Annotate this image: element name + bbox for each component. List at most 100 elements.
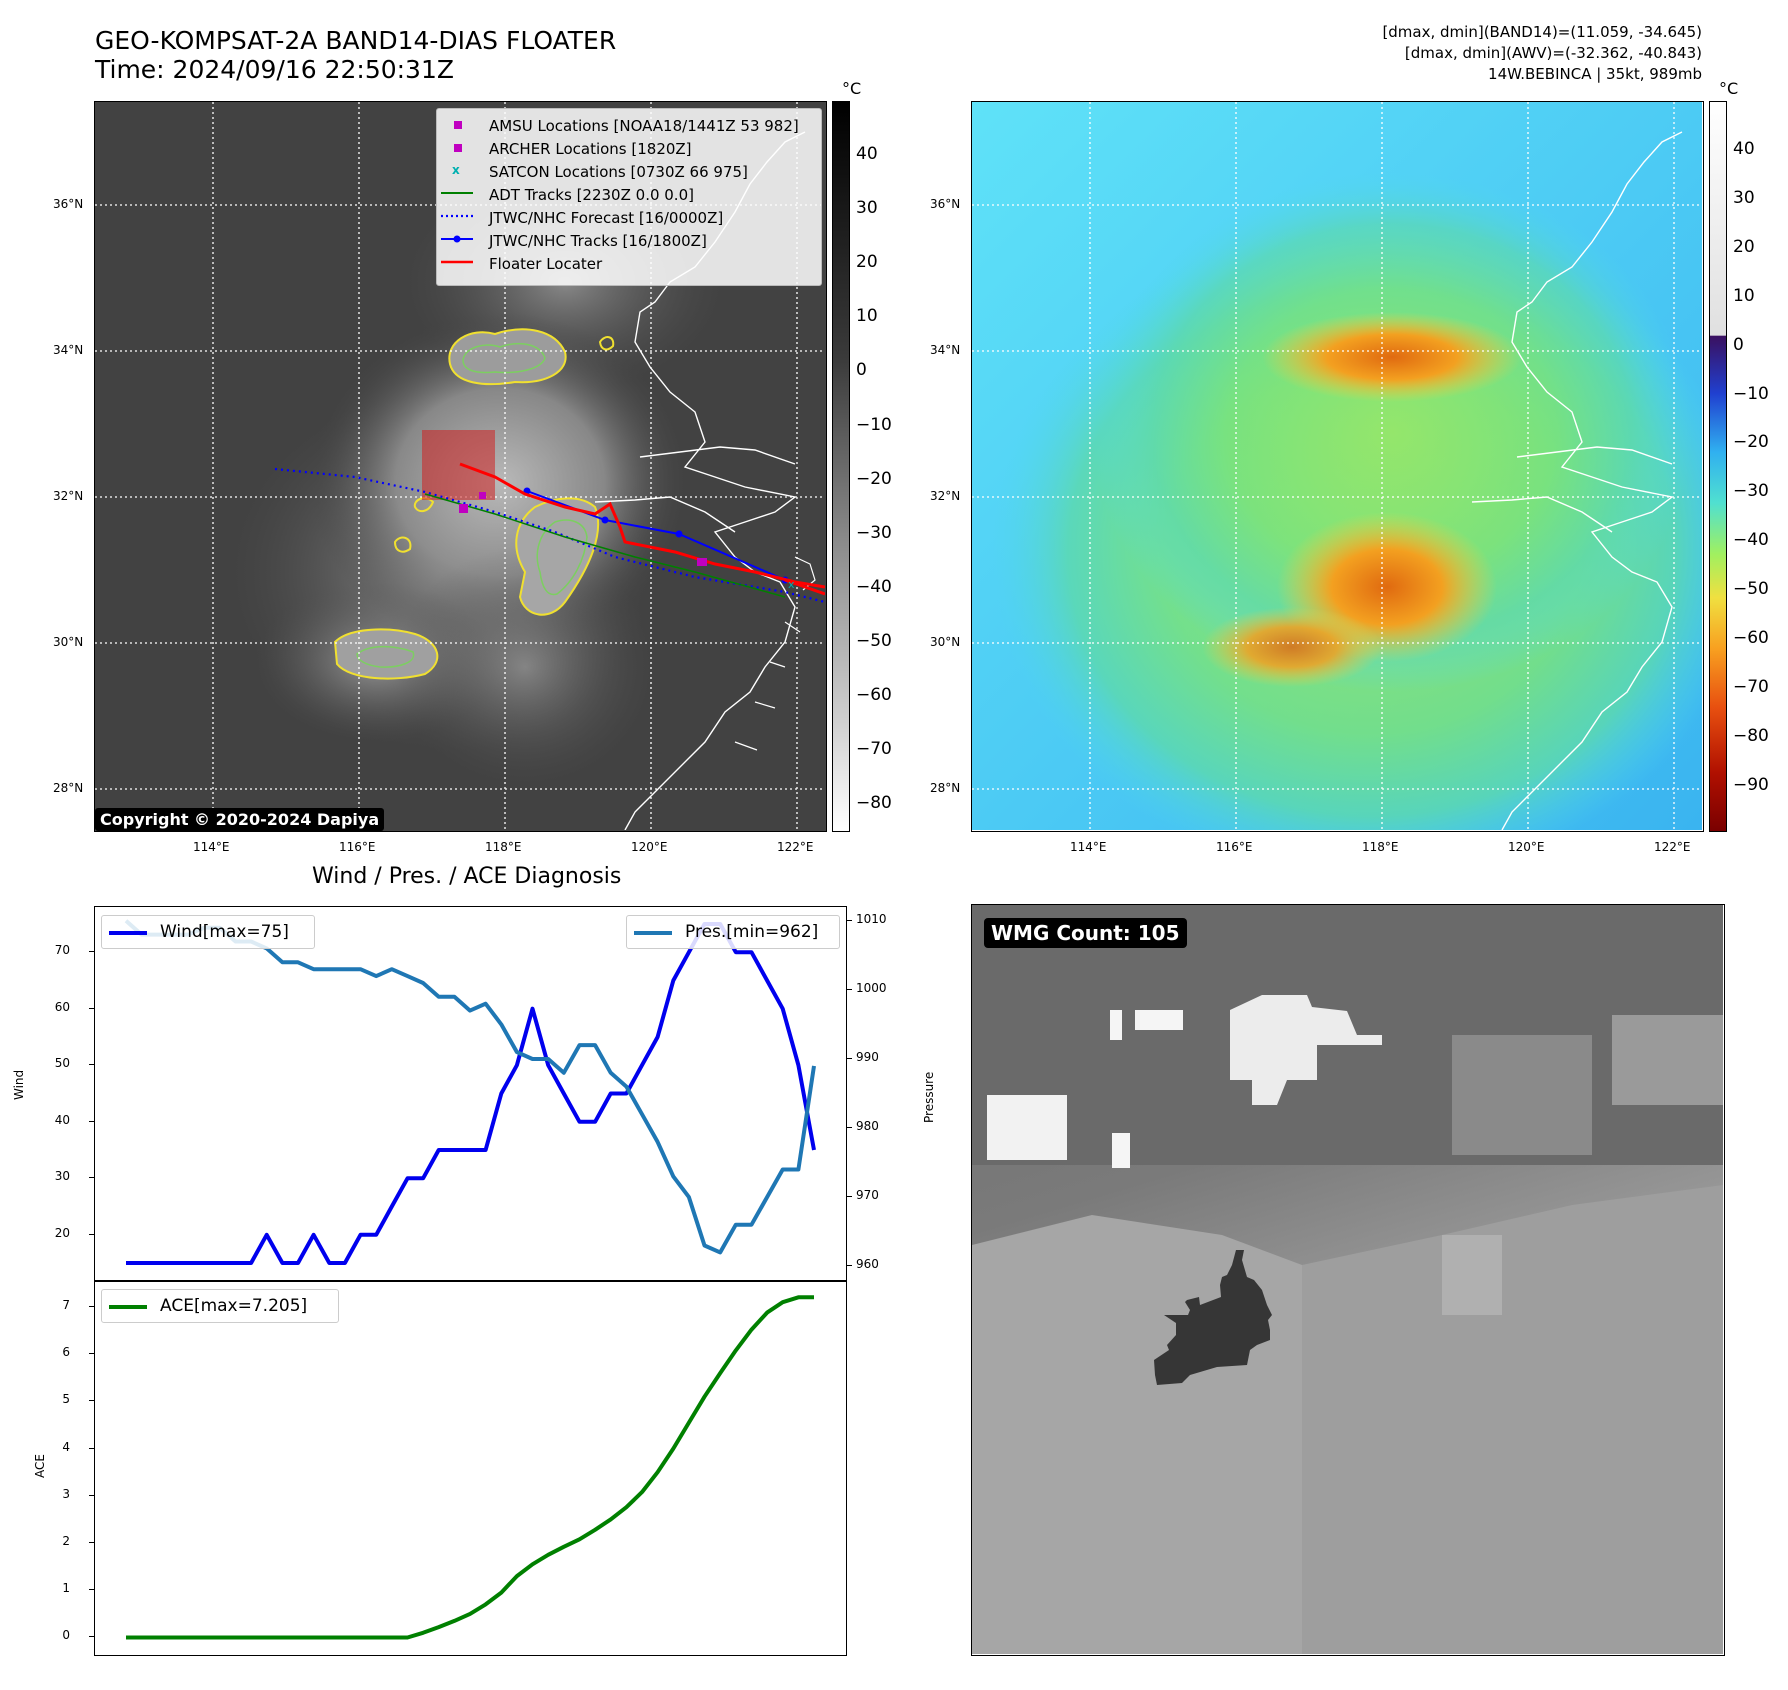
awv-lon-label-118: 118°E xyxy=(1362,840,1399,854)
ace-tick-mark xyxy=(89,1400,94,1402)
ace-tick-label: 2 xyxy=(62,1534,70,1549)
copyright-label: Copyright © 2020-2024 Dapiya xyxy=(95,808,385,831)
wind-tick-label: 20 xyxy=(54,1225,70,1240)
ace-tick-label: 4 xyxy=(62,1439,70,1454)
legend-amsu: AMSU Locations [NOAA18/1441Z 53 982] xyxy=(489,117,799,135)
awv-colorbar xyxy=(1709,101,1727,832)
pres-ylabel: Pressure xyxy=(922,1071,936,1123)
band14-colorbar xyxy=(832,101,850,832)
awv-lat-label-36: 36°N xyxy=(930,197,961,211)
awv-colorbar-tick-label: −20 xyxy=(1733,432,1769,453)
ace-tick-mark xyxy=(89,1353,94,1355)
band14-colorbar-tick-label: 0 xyxy=(856,360,867,381)
awv-lat-label-30: 30°N xyxy=(930,635,961,649)
wind-tick-label: 60 xyxy=(54,999,70,1014)
awv-colorbar-tick-label: −80 xyxy=(1733,725,1769,746)
ace-legend: ACE[max=7.205] xyxy=(101,1289,339,1323)
awv-lon-label-114: 114°E xyxy=(1070,840,1107,854)
band14-colorbar-tick-label: 20 xyxy=(856,252,878,273)
pres-series-line xyxy=(124,919,816,1255)
lat-label-36: 36°N xyxy=(53,197,84,211)
pres-tick-label: 970 xyxy=(856,1188,879,1203)
pres-tick-label: 980 xyxy=(856,1119,879,1134)
ace-tick-mark xyxy=(89,1589,94,1591)
ace-series-line xyxy=(126,1295,814,1640)
awv-colorbar-tick-label: 0 xyxy=(1733,334,1744,355)
wind-tick-mark xyxy=(89,1064,94,1066)
awv-colorbar-tick-label: −70 xyxy=(1733,676,1769,697)
pres-tick-mark xyxy=(847,988,852,990)
wind-tick-label: 40 xyxy=(54,1112,70,1127)
wind-tick-mark xyxy=(89,1120,94,1122)
ace-legend-label: ACE[max=7.205] xyxy=(160,1296,308,1316)
pres-tick-mark xyxy=(847,1057,852,1059)
lon-label-120: 120°E xyxy=(631,840,668,854)
band14-map-panel: x x AMSU Locations [NOAA18/1441Z 53 982]… xyxy=(94,101,827,832)
awv-lat-label-32: 32°N xyxy=(930,489,961,503)
archer-marker xyxy=(454,144,462,152)
awv-lon-label-122: 122°E xyxy=(1654,840,1691,854)
awv-colorbar-unit: °C xyxy=(1719,79,1739,98)
band14-colorbar-tick-label: −70 xyxy=(856,739,892,760)
ace-tick-label: 1 xyxy=(62,1581,70,1596)
legend-floater: Floater Locater xyxy=(489,255,603,273)
awv-colorbar-tick-label: −50 xyxy=(1733,579,1769,600)
awv-colorbar-tick-label: 10 xyxy=(1733,285,1755,306)
wind-pres-panel: Wind[max=75] Pres.[min=962] xyxy=(94,906,847,1282)
svg-text:x: x xyxy=(788,578,795,591)
pres-tick-mark xyxy=(847,1196,852,1198)
satcon-marker: x xyxy=(452,163,460,177)
pres-tick-mark xyxy=(847,1265,852,1267)
awv-colorbar-tick-label: −60 xyxy=(1733,628,1769,648)
lon-label-116: 116°E xyxy=(339,840,376,854)
wind-ylabel: Wind xyxy=(12,1069,26,1100)
wind-tick-mark xyxy=(89,1177,94,1179)
awv-colorbar-tick-label: 40 xyxy=(1733,139,1755,159)
wind-tick-label: 30 xyxy=(54,1169,70,1184)
ace-panel: ACE[max=7.205] xyxy=(94,1280,847,1656)
lat-label-34: 34°N xyxy=(53,343,84,357)
ace-tick-label: 5 xyxy=(62,1392,70,1407)
wind-legend-line xyxy=(109,931,147,935)
map-legend: x AMSU Locations [NOAA18/1441Z 53 982] A… xyxy=(436,108,822,286)
wind-legend-label: Wind[max=75] xyxy=(160,922,289,942)
legend-archer: ARCHER Locations [1820Z] xyxy=(489,140,692,158)
ace-tick-mark xyxy=(89,1494,94,1496)
lat-label-32: 32°N xyxy=(53,489,84,503)
wind-tick-label: 70 xyxy=(54,943,70,958)
diagnosis-title: Wind / Pres. / ACE Diagnosis xyxy=(312,864,622,889)
ace-tick-mark xyxy=(89,1305,94,1307)
band14-colorbar-tick-label: −60 xyxy=(856,685,892,705)
dmax-band14-info: [dmax, dmin](BAND14)=(11.059, -34.645) xyxy=(1382,23,1702,41)
band14-colorbar-tick-label: −30 xyxy=(856,522,892,543)
band14-colorbar-tick-label: −40 xyxy=(856,576,892,597)
pres-tick-label: 1010 xyxy=(856,911,887,926)
amsu-marker xyxy=(454,121,462,129)
awv-colorbar-tick-label: −10 xyxy=(1733,383,1769,404)
awv-colorbar-tick-label: −90 xyxy=(1733,774,1769,795)
ace-ylabel: ACE xyxy=(33,1454,47,1478)
tracks-dot xyxy=(453,235,461,243)
pres-tick-mark xyxy=(847,919,852,921)
wind-tick-mark xyxy=(89,951,94,953)
pres-legend-label: Pres.[min=962] xyxy=(685,922,819,942)
band14-colorbar-tick-label: −50 xyxy=(856,630,892,651)
ace-tick-label: 6 xyxy=(62,1345,70,1360)
wind-series-line xyxy=(126,922,816,1265)
awv-colorbar-tick-label: 30 xyxy=(1733,187,1755,208)
legend-forecast: JTWC/NHC Forecast [16/0000Z] xyxy=(489,209,724,227)
wind-tick-mark xyxy=(89,1007,94,1009)
lat-label-28: 28°N xyxy=(53,781,84,795)
pres-legend: Pres.[min=962] xyxy=(626,915,840,949)
pres-tick-label: 1000 xyxy=(856,980,887,995)
band14-colorbar-tick-label: 40 xyxy=(856,144,878,164)
wind-tick-mark xyxy=(89,1233,94,1235)
awv-lat-label-28: 28°N xyxy=(930,781,961,795)
wmg-panel: WMG Count: 105 xyxy=(971,904,1725,1656)
figure-title: GEO-KOMPSAT-2A BAND14-DIAS FLOATER xyxy=(95,26,617,55)
ace-tick-mark xyxy=(89,1542,94,1544)
ace-legend-line xyxy=(109,1305,147,1309)
ace-tick-label: 7 xyxy=(62,1297,70,1312)
lon-label-118: 118°E xyxy=(485,840,522,854)
awv-map-panel xyxy=(971,101,1704,832)
